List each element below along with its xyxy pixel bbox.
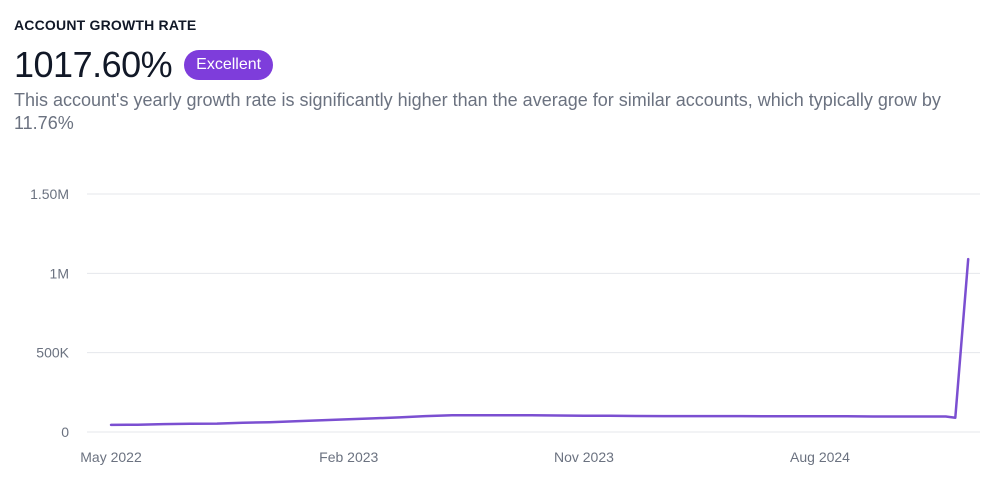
chart-gridlines — [87, 193, 980, 433]
metric-row: 1017.60% Excellent — [14, 44, 274, 86]
y-axis-ticks: 0 500K 1M 1.50M — [30, 186, 70, 440]
x-tick-label: Nov 2023 — [554, 449, 614, 465]
x-tick-label: Aug 2024 — [790, 449, 850, 465]
x-tick-label: May 2022 — [80, 449, 142, 465]
chart-series — [109, 257, 970, 427]
series-line-0 — [109, 257, 970, 427]
y-tick-label: 0 — [61, 424, 69, 440]
y-tick-label: 500K — [36, 345, 69, 361]
growth-rate-value: 1017.60% — [14, 44, 173, 85]
x-axis-ticks: May 2022 Feb 2023 Nov 2023 Aug 2024 — [80, 449, 850, 465]
y-tick-label: 1M — [50, 265, 69, 281]
y-tick-label: 1.50M — [30, 186, 69, 202]
section-title: ACCOUNT GROWTH RATE — [14, 17, 197, 33]
rating-badge: Excellent — [184, 50, 274, 80]
x-tick-label: Feb 2023 — [319, 449, 378, 465]
growth-description: This account's yearly growth rate is sig… — [14, 90, 941, 133]
